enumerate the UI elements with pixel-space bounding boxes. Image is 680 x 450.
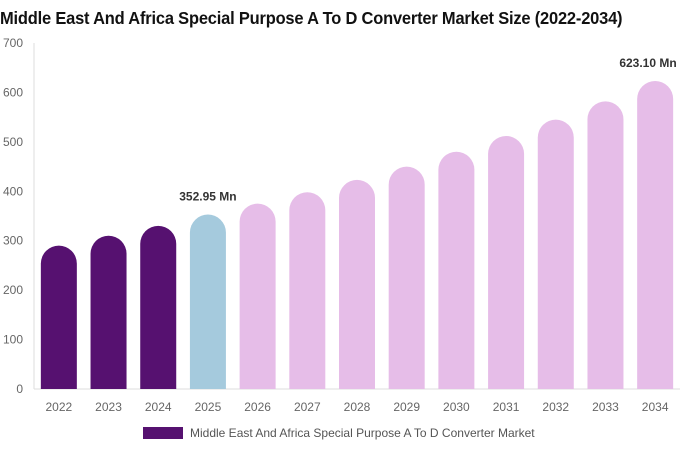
- y-tick-label: 0: [16, 382, 23, 396]
- legend-label: Middle East And Africa Special Purpose A…: [190, 426, 535, 440]
- bar-2026: [239, 203, 276, 389]
- bar-2023: [90, 235, 127, 389]
- bar-2029: [388, 166, 425, 389]
- x-tick-label: 2033: [592, 400, 619, 414]
- bars: [40, 81, 674, 390]
- bar-2024: [140, 225, 177, 389]
- x-tick-label: 2023: [95, 400, 122, 414]
- x-tick-label: 2024: [145, 400, 172, 414]
- bar-2031: [488, 135, 525, 389]
- bar-2025: [189, 214, 226, 389]
- y-tick-label: 200: [3, 283, 23, 297]
- bar-2022: [40, 245, 77, 389]
- x-tick-label: 2026: [244, 400, 271, 414]
- bar-2028: [339, 179, 375, 389]
- x-tick-label: 2022: [45, 400, 72, 414]
- data-label: 623.10 Mn: [619, 56, 676, 70]
- y-axis: 0 100 200 300 400 500 600 700: [3, 36, 35, 396]
- chart-title: Middle East And Africa Special Purpose A…: [0, 8, 623, 28]
- y-tick-label: 300: [3, 234, 23, 248]
- x-tick-label: 2032: [542, 400, 569, 414]
- bar-2032: [537, 119, 574, 389]
- y-tick-label: 700: [3, 36, 23, 50]
- x-tick-label: 2025: [195, 400, 222, 414]
- x-tick-label: 2030: [443, 400, 470, 414]
- data-label: 352.95 Mn: [179, 190, 236, 204]
- bar-2033: [587, 101, 624, 389]
- x-tick-label: 2029: [393, 400, 420, 414]
- y-tick-label: 600: [3, 85, 23, 99]
- legend: Middle East And Africa Special Purpose A…: [143, 425, 535, 441]
- y-tick-label: 400: [3, 184, 23, 198]
- bar-2027: [289, 192, 326, 389]
- x-tick-label: 2031: [493, 400, 520, 414]
- x-axis: 2022 2023 2024 2025 2026 2027 2028 2029 2030 2031…: [34, 388, 680, 414]
- annotations: 352.95 Mn 623.10 Mn: [179, 56, 676, 204]
- bar-2034: [637, 81, 674, 390]
- y-tick-label: 100: [3, 333, 23, 347]
- x-tick-label: 2034: [642, 400, 669, 414]
- legend-swatch: [143, 427, 183, 439]
- y-tick-label: 500: [3, 135, 23, 149]
- bar-2030: [438, 151, 475, 389]
- x-tick-label: 2027: [294, 400, 321, 414]
- x-tick-label: 2028: [344, 400, 371, 414]
